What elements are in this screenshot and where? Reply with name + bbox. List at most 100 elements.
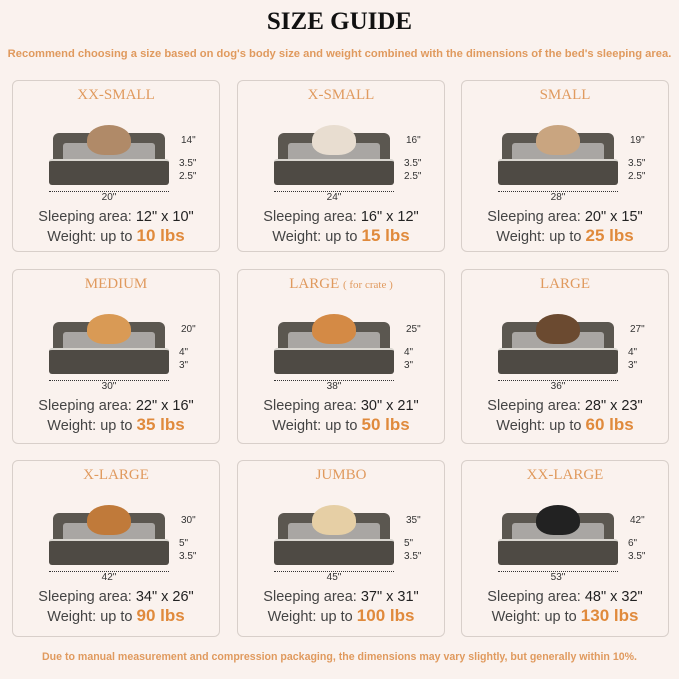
size-card: X-LARGE 30" 5" 3.5" 42" Sleeping area: 3… — [12, 460, 220, 637]
pet-image — [87, 505, 131, 535]
weight: Weight: up to 50 lbs — [238, 415, 444, 435]
weight: Weight: up to 90 lbs — [13, 606, 219, 626]
weight: Weight: up to 100 lbs — [238, 606, 444, 626]
size-card: X-SMALL 16" 3.5" 2.5" 24" Sleeping area:… — [237, 80, 445, 252]
bed-image — [498, 125, 618, 185]
sleeping-area-value: 22" x 16" — [135, 398, 194, 414]
page-title: SIZE GUIDE — [266, 8, 413, 35]
weight: Weight: up to 15 lbs — [238, 226, 444, 246]
bolster-dim: 4" — [179, 347, 189, 358]
sleeping-area: Sleeping area: 22" x 16" — [13, 398, 219, 414]
sleeping-area: Sleeping area: 20" x 15" — [462, 209, 668, 225]
bolster-dim: 5" — [404, 538, 414, 549]
sleeping-area-label: Sleeping area: — [263, 589, 357, 605]
pet-image — [87, 314, 131, 344]
sleeping-area-value: 20" x 15" — [584, 209, 643, 225]
pet-image — [312, 505, 356, 535]
depth-dim: 30" — [181, 515, 196, 526]
sleeping-area-value: 48" x 32" — [584, 589, 643, 605]
weight-value: 130 lbs — [580, 606, 639, 625]
sleeping-area-label: Sleeping area: — [487, 209, 581, 225]
length-line — [498, 191, 618, 192]
depth-dim: 27" — [630, 324, 645, 335]
weight: Weight: up to 35 lbs — [13, 415, 219, 435]
sleeping-area: Sleeping area: 48" x 32" — [462, 589, 668, 605]
bolster-dim: 3.5" — [179, 158, 197, 169]
sleeping-area: Sleeping area: 28" x 23" — [462, 398, 668, 414]
size-card: MEDIUM 20" 4" 3" 30" Sleeping area: 22" … — [12, 269, 220, 444]
sleeping-area: Sleeping area: 37" x 31" — [238, 589, 444, 605]
weight-value: 10 lbs — [136, 226, 185, 245]
weight-value: 90 lbs — [136, 606, 185, 625]
sleeping-area-label: Sleeping area: — [38, 398, 132, 414]
sleeping-area-label: Sleeping area: — [38, 589, 132, 605]
size-name-text: LARGE — [540, 276, 590, 292]
depth-dim: 19" — [630, 135, 645, 146]
weight: Weight: up to 25 lbs — [462, 226, 668, 246]
length-dim: 20" — [101, 192, 117, 203]
depth-dim: 20" — [181, 324, 196, 335]
depth-dim: 35" — [406, 515, 421, 526]
sleeping-area-value: 37" x 31" — [360, 589, 419, 605]
base-dim: 3.5" — [179, 551, 197, 562]
size-note: ( for crate ) — [342, 279, 393, 291]
size-name-text: XX-LARGE — [526, 467, 604, 483]
size-card: LARGE ( for crate ) 25" 4" 3" 38" Sleepi… — [237, 269, 445, 444]
length-dim: 36" — [550, 381, 566, 392]
sleeping-area: Sleeping area: 34" x 26" — [13, 589, 219, 605]
weight-value: 25 lbs — [585, 226, 634, 245]
bed-image — [498, 505, 618, 565]
sleeping-area-value: 28" x 23" — [584, 398, 643, 414]
size-name-text: XX-SMALL — [77, 87, 155, 103]
weight-label: Weight: up to — [496, 229, 582, 245]
sleeping-area-value: 16" x 12" — [360, 209, 419, 225]
size-card: JUMBO 35" 5" 3.5" 45" Sleeping area: 37"… — [237, 460, 445, 637]
size-name: XX-SMALL — [13, 87, 219, 104]
size-name: X-LARGE — [13, 467, 219, 484]
weight-label: Weight: up to — [47, 609, 133, 625]
size-name: MEDIUM — [13, 276, 219, 293]
size-card: XX-LARGE 42" 6" 3.5" 53" Sleeping area: … — [461, 460, 669, 637]
weight-label: Weight: up to — [496, 418, 582, 434]
size-card: XX-SMALL 14" 3.5" 2.5" 20" Sleeping area… — [12, 80, 220, 252]
sleeping-area-label: Sleeping area: — [487, 589, 581, 605]
length-dim: 42" — [101, 572, 117, 583]
bolster-dim: 6" — [628, 538, 638, 549]
bolster-dim: 4" — [628, 347, 638, 358]
depth-dim: 25" — [406, 324, 421, 335]
sleeping-area-label: Sleeping area: — [38, 209, 132, 225]
bolster-dim: 3.5" — [404, 158, 422, 169]
length-dim: 45" — [326, 572, 342, 583]
weight-label: Weight: up to — [267, 609, 353, 625]
depth-dim: 14" — [181, 135, 196, 146]
sleeping-area-label: Sleeping area: — [487, 398, 581, 414]
sleeping-area-value: 34" x 26" — [135, 589, 194, 605]
pet-image — [312, 314, 356, 344]
weight-value: 100 lbs — [356, 606, 415, 625]
sleeping-area-label: Sleeping area: — [263, 398, 357, 414]
bed-image — [274, 125, 394, 185]
bolster-dim: 5" — [179, 538, 189, 549]
size-name-text: SMALL — [539, 87, 591, 103]
size-name-text: MEDIUM — [84, 276, 148, 292]
sleeping-area: Sleeping area: 12" x 10" — [13, 209, 219, 225]
length-line — [498, 571, 618, 572]
sleeping-area: Sleeping area: 16" x 12" — [238, 209, 444, 225]
length-dim: 30" — [101, 381, 117, 392]
sleeping-area-value: 30" x 21" — [360, 398, 419, 414]
depth-dim: 16" — [406, 135, 421, 146]
pet-image — [536, 505, 580, 535]
length-dim: 53" — [550, 572, 566, 583]
weight-label: Weight: up to — [491, 609, 577, 625]
weight-label: Weight: up to — [272, 418, 358, 434]
pet-image — [87, 125, 131, 155]
size-name-text: LARGE — [289, 276, 340, 292]
size-name: LARGE ( for crate ) — [238, 276, 444, 293]
weight-value: 60 lbs — [585, 415, 634, 434]
length-dim: 28" — [550, 192, 566, 203]
length-line — [49, 380, 169, 381]
base-dim: 3" — [628, 360, 638, 371]
length-line — [274, 571, 394, 572]
size-name-text: JUMBO — [315, 467, 367, 483]
base-dim: 3.5" — [628, 551, 646, 562]
